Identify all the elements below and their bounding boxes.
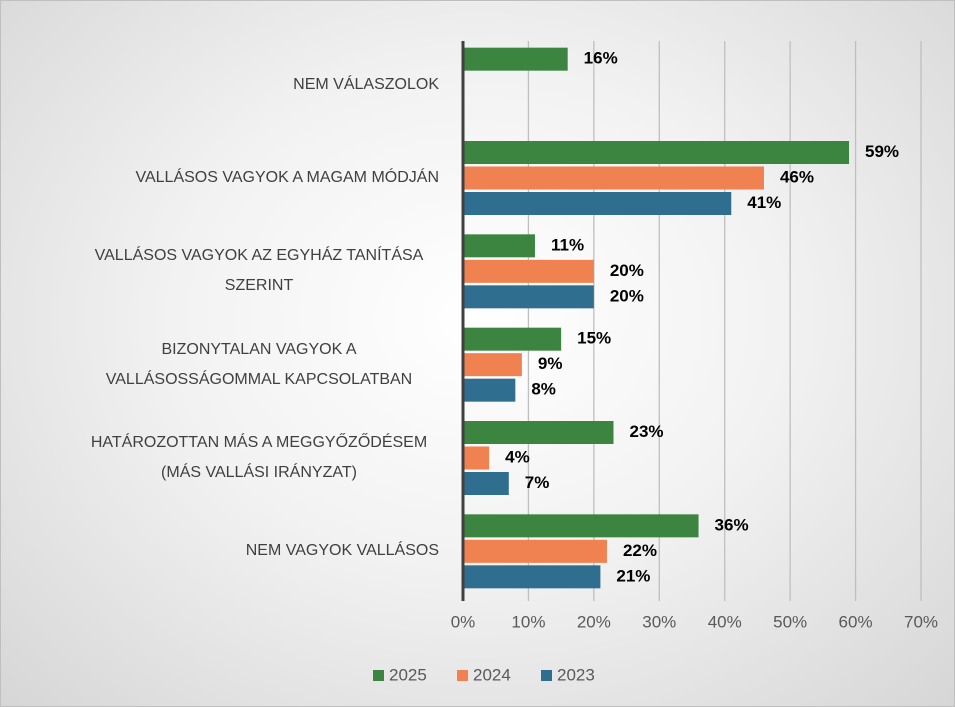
x-tick-label: 0% — [451, 612, 476, 631]
value-label: 11% — [551, 235, 584, 254]
category-text: VALLÁSOS VAGYOK AZ EGYHÁZ TANÍTÁSA SZERI… — [94, 247, 424, 295]
value-label: 8% — [531, 380, 556, 399]
bar — [463, 47, 568, 71]
value-label: 15% — [577, 329, 611, 348]
category-text: NEM VÁLASZOLOK — [293, 75, 439, 93]
value-label: 46% — [780, 167, 814, 186]
x-tick-label: 20% — [577, 612, 611, 631]
bar — [463, 446, 490, 470]
legend-swatch — [373, 670, 384, 681]
value-label: 20% — [610, 286, 644, 305]
x-tick-label: 30% — [642, 612, 676, 631]
bar — [463, 141, 850, 164]
value-label: 9% — [538, 354, 563, 373]
category-label: BIZONYTALAN VAGYOK A VALLÁSOSSÁGOMMAL KA… — [19, 335, 439, 395]
category-label: VALLÁSOS VAGYOK AZ EGYHÁZ TANÍTÁSA SZERI… — [19, 241, 439, 301]
bar — [463, 327, 562, 351]
value-label: 36% — [715, 515, 749, 534]
category-text: HATÁROZOTTAN MÁS A MEGGYŐZŐDÉSEM (MÁS VA… — [90, 434, 428, 481]
value-label: 41% — [747, 193, 781, 212]
value-label: 21% — [616, 566, 650, 585]
category-text: BIZONYTALAN VAGYOK A VALLÁSOSSÁGOMMAL KA… — [105, 340, 413, 388]
x-tick-label: 40% — [708, 612, 742, 631]
legend-swatch — [457, 670, 468, 681]
legend-swatch — [541, 670, 552, 681]
bar — [463, 421, 614, 444]
category-label: NEM VAGYOK VALLÁSOS — [19, 536, 439, 566]
legend-label: 2024 — [473, 665, 511, 684]
legend-label: 2025 — [389, 665, 427, 684]
x-tick-label: 70% — [904, 612, 938, 631]
x-tick-label: 60% — [839, 612, 873, 631]
category-label: VALLÁSOS VAGYOK A MAGAM MÓDJÁN — [19, 163, 440, 193]
bar — [463, 234, 535, 258]
bar — [463, 285, 594, 309]
bar — [463, 166, 764, 190]
x-tick-label: 10% — [511, 612, 545, 631]
bar — [463, 378, 516, 402]
bar — [463, 353, 522, 377]
bar — [463, 539, 607, 563]
value-label: 22% — [623, 541, 657, 560]
bar — [463, 192, 732, 215]
value-label: 59% — [865, 142, 899, 161]
bar — [463, 565, 601, 589]
x-tick-label: 50% — [773, 612, 807, 631]
category-label: HATÁROZOTTAN MÁS A MEGGYŐZŐDÉSEM (MÁS VA… — [19, 428, 439, 488]
bar — [463, 472, 509, 495]
value-label: 16% — [584, 49, 618, 68]
value-label: 23% — [629, 422, 663, 441]
value-label: 20% — [610, 261, 644, 280]
value-label: 7% — [525, 473, 550, 492]
value-label: 4% — [505, 447, 530, 466]
category-label: NEM VÁLASZOLOK — [19, 70, 439, 100]
legend-label: 2023 — [557, 665, 595, 684]
bar — [463, 259, 594, 283]
category-text: NEM VAGYOK VALLÁSOS — [245, 542, 439, 560]
bar — [463, 514, 699, 538]
category-text: VALLÁSOS VAGYOK A MAGAM MÓDJÁN — [135, 169, 440, 186]
